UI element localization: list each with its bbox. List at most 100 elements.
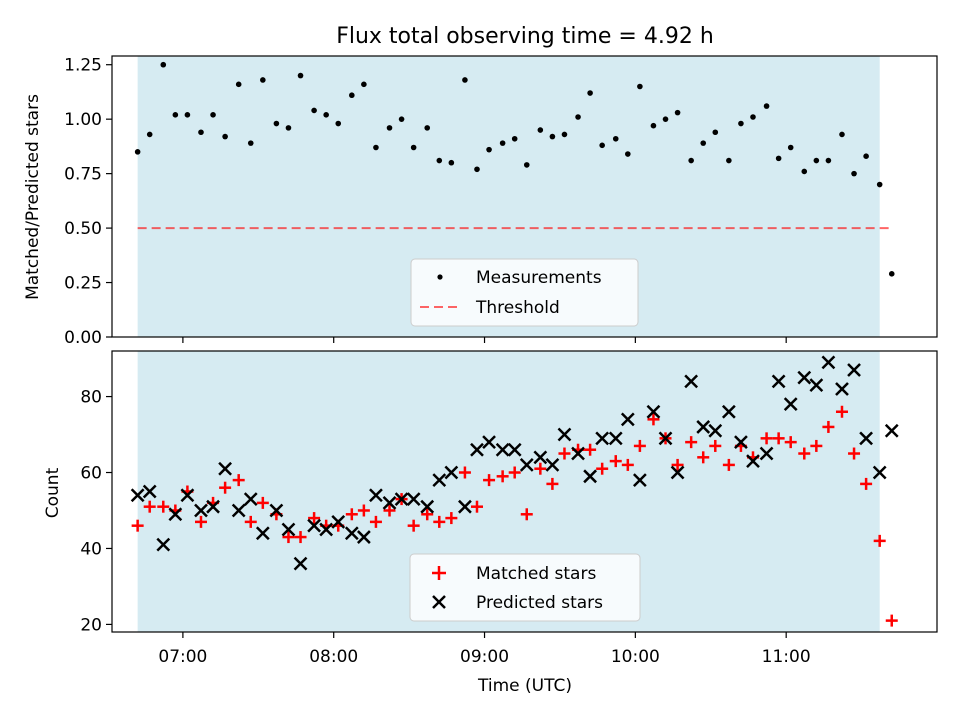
measurement-point bbox=[486, 146, 492, 153]
bottom-panel: 20 40 60 80 07:00 08:00 09:00 10:00 11:00 Count… bbox=[43, 350, 938, 696]
matched-star-point bbox=[671, 458, 684, 471]
matched-star-point bbox=[433, 515, 446, 528]
predicted-star-point bbox=[470, 442, 484, 457]
matched-star-point bbox=[383, 504, 396, 517]
predicted-star-point bbox=[206, 499, 220, 514]
matched-star-point bbox=[157, 500, 170, 513]
predicted-star-point bbox=[557, 427, 572, 442]
measurement-point bbox=[825, 157, 832, 164]
measurement-point bbox=[210, 112, 216, 118]
predicted-star-point bbox=[344, 526, 359, 541]
predicted-star-point bbox=[545, 458, 560, 472]
matched-star-point bbox=[885, 614, 898, 627]
top-y-axis-label: Matched/Predicted stars bbox=[23, 94, 43, 300]
matched-legend-marker bbox=[432, 566, 446, 580]
matched-star-point bbox=[407, 519, 420, 532]
bottom-ytick-label: 20 bbox=[80, 615, 102, 635]
predicted-star-point bbox=[319, 522, 334, 537]
matched-star-point bbox=[458, 466, 471, 479]
top-ytick-label: 1.00 bbox=[64, 110, 102, 130]
matched-star-point bbox=[256, 496, 269, 509]
predicted-star-point bbox=[507, 442, 522, 457]
predicted-star-point bbox=[759, 446, 774, 461]
predicted-star-point bbox=[734, 435, 748, 450]
bottom-ytick-label: 40 bbox=[80, 539, 102, 559]
measurement-point bbox=[888, 271, 895, 277]
predicted-star-point bbox=[783, 397, 798, 412]
matched-star-point bbox=[697, 451, 710, 464]
predicted-star-point bbox=[797, 370, 812, 385]
measurement-point bbox=[763, 103, 770, 109]
measurement-point bbox=[674, 109, 681, 116]
xtick-label: 10:00 bbox=[611, 647, 660, 667]
bottom-legend-box bbox=[409, 553, 641, 622]
top-ytick-label: 0.25 bbox=[64, 274, 102, 294]
measurement-point bbox=[198, 129, 204, 136]
predicted-star-point bbox=[632, 473, 647, 487]
matched-star-point bbox=[508, 466, 521, 479]
predicted-star-point bbox=[809, 378, 824, 393]
predicted-star-point bbox=[684, 374, 699, 389]
measurement-point bbox=[222, 133, 228, 140]
predicted-star-point bbox=[406, 492, 421, 506]
predicted-star-point bbox=[180, 488, 195, 503]
predicted-star-point bbox=[444, 465, 459, 480]
measurement-point bbox=[424, 125, 431, 131]
bottom-axes-frame bbox=[111, 350, 938, 633]
top-ytick-label: 1.25 bbox=[64, 56, 102, 76]
matched-star-point bbox=[810, 439, 823, 452]
predicted-star-point bbox=[255, 526, 270, 541]
top-y-ticks: 0.00 0.25 0.50 0.75 1.00 1.25 bbox=[64, 56, 112, 348]
measurement-point bbox=[662, 116, 669, 122]
predicted-star-point bbox=[658, 431, 673, 446]
predicted-star-point bbox=[482, 435, 496, 450]
measurement-point bbox=[134, 149, 141, 155]
matched-star-point bbox=[873, 534, 886, 547]
predicted-star-point bbox=[519, 458, 534, 472]
measurement-point bbox=[575, 114, 581, 120]
predicted-star-point bbox=[533, 450, 548, 465]
predicted-star-point bbox=[721, 404, 736, 419]
matched-star-point bbox=[219, 481, 232, 494]
predicted-star-point bbox=[458, 499, 472, 514]
measurement-point bbox=[172, 112, 179, 118]
predicted-star-point bbox=[670, 465, 685, 480]
measurement-point bbox=[260, 77, 266, 83]
predicted-star-point bbox=[708, 423, 723, 438]
matched-star-point bbox=[345, 508, 358, 521]
measurement-point bbox=[448, 159, 455, 166]
matched-star-point bbox=[445, 512, 458, 525]
measurement-point bbox=[285, 125, 292, 131]
predicted-star-point bbox=[293, 556, 308, 571]
predicted-star-point bbox=[382, 496, 397, 510]
predicted-legend-label: Predicted stars bbox=[476, 593, 603, 613]
predicted-star-point bbox=[369, 488, 383, 503]
predicted-star-point bbox=[142, 484, 157, 499]
matched-star-point bbox=[633, 439, 646, 452]
matched-star-point bbox=[685, 436, 698, 449]
measurement-point bbox=[549, 133, 556, 140]
matched-star-point bbox=[709, 439, 722, 452]
measurement-point bbox=[801, 168, 808, 175]
measurement-points bbox=[134, 61, 895, 277]
predicted-star-point bbox=[231, 503, 246, 518]
matched-star-point bbox=[483, 474, 496, 487]
predicted-star-point bbox=[243, 492, 258, 506]
measurement-point bbox=[361, 81, 367, 88]
predicted-star-point bbox=[884, 423, 899, 438]
matched-star-point bbox=[520, 508, 533, 521]
top-ytick-label: 0.50 bbox=[64, 219, 102, 239]
count-points bbox=[130, 355, 899, 627]
xtick-label: 11:00 bbox=[762, 647, 811, 667]
measurement-point bbox=[311, 107, 317, 114]
measurement-point bbox=[184, 112, 191, 118]
measurement-point bbox=[410, 144, 417, 151]
measurement-point bbox=[851, 170, 857, 177]
measurement-point bbox=[235, 81, 242, 88]
measurement-point bbox=[537, 127, 544, 133]
matched-star-point bbox=[798, 447, 811, 460]
predicted-star-point bbox=[696, 420, 711, 434]
measurement-point bbox=[775, 155, 782, 162]
measurement-point bbox=[297, 72, 304, 79]
top-x-ticks bbox=[182, 337, 787, 343]
